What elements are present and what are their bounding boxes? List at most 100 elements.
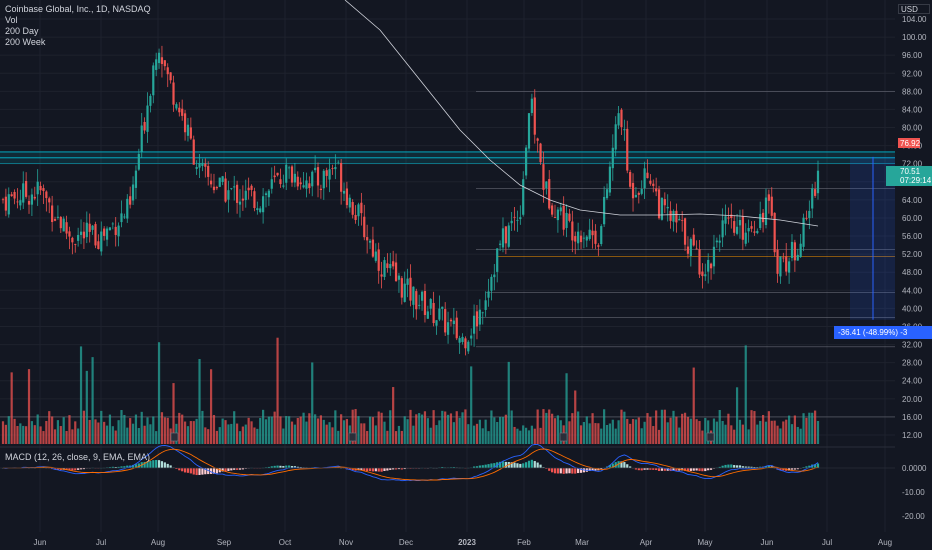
volume-bar	[377, 411, 380, 444]
candle-body	[582, 237, 586, 239]
macd-hist-bar	[733, 465, 736, 468]
volume-bar	[383, 421, 386, 444]
candle-body	[276, 172, 279, 176]
macd-hist-bar	[221, 468, 224, 472]
candle-body	[689, 238, 692, 256]
volume-bar	[189, 421, 192, 444]
volume-bar	[235, 423, 239, 444]
macd-hist-bar	[123, 466, 126, 468]
volume-bar	[270, 416, 273, 444]
candle-body	[221, 176, 224, 183]
macd-hist-bar	[224, 468, 227, 472]
macd-hist-bar	[718, 466, 721, 468]
volume-bar	[741, 424, 744, 444]
volume-bar	[131, 423, 135, 444]
macd-hist-bar	[117, 466, 120, 468]
price-tick-label: 40.00	[902, 304, 923, 313]
macd-hist-bar	[623, 462, 626, 468]
macd-hist-bar	[519, 463, 522, 468]
volume-bar	[409, 409, 412, 444]
candle-body	[25, 181, 28, 197]
macd-hist-bar	[175, 468, 178, 469]
volume-bar	[522, 425, 525, 444]
volume-bar	[660, 409, 664, 444]
legend-ma2[interactable]: 200 Week	[5, 37, 46, 47]
candle-body	[498, 243, 502, 245]
price-tick-label: 24.00	[902, 377, 923, 386]
candle-body	[79, 231, 83, 235]
macd-hist-bar	[686, 468, 690, 472]
macd-hist-bar	[652, 468, 655, 470]
candle-body	[816, 170, 820, 194]
candle-body	[551, 205, 554, 215]
candle-body	[103, 228, 106, 236]
volume-bar	[678, 427, 681, 444]
macd-hist-bar	[516, 463, 519, 468]
candle-body	[536, 138, 539, 141]
candle-body	[351, 202, 354, 215]
currency-label[interactable]: USD	[898, 4, 930, 14]
volume-bar	[224, 420, 227, 444]
candle-body	[600, 226, 603, 245]
candle-body	[805, 217, 808, 219]
macd-legend[interactable]: MACD (12, 26, close, 9, EMA, EMA)	[5, 452, 151, 462]
volume-bar	[692, 367, 695, 444]
volume-bar	[207, 429, 210, 444]
macd-hist-bar	[351, 468, 354, 471]
macd-hist-bar	[152, 460, 155, 468]
macd-histogram	[1, 459, 820, 476]
volume-bar	[59, 426, 62, 444]
legend-title[interactable]: Coinbase Global, Inc., 1D, NASDAQ	[5, 4, 151, 14]
candle-body	[380, 274, 383, 277]
candle-body	[614, 124, 617, 150]
candle-body	[591, 230, 594, 236]
macd-hist-bar	[490, 463, 493, 468]
time-tick-label: Jul	[96, 538, 106, 547]
macd-hist-bar	[556, 468, 559, 474]
macd-hist-bar	[498, 461, 502, 468]
candle-body	[259, 208, 262, 213]
macd-hist-bar	[134, 464, 138, 468]
candle-body	[793, 242, 796, 261]
volume-bar	[48, 411, 51, 444]
macd-hist-bar	[663, 468, 666, 471]
volume-bar	[747, 429, 750, 444]
volume-bar	[403, 416, 406, 444]
macd-hist-bar	[808, 465, 811, 468]
volume-bar	[215, 430, 218, 444]
volume-bar	[264, 419, 268, 444]
time-tick-label: Apr	[640, 538, 653, 547]
candle-body	[134, 170, 138, 188]
time-tick-label: 2023	[458, 538, 476, 547]
volume-bar	[516, 428, 519, 444]
time-axis[interactable]: Jun Jul Aug Sep Oct Nov Dec 2023 Feb Mar Apr May Jun…	[34, 538, 893, 547]
legend-ma1[interactable]: 200 Day	[5, 26, 39, 36]
macd-hist-bar	[805, 466, 808, 468]
volume-bar	[88, 419, 91, 444]
candle-body	[542, 164, 545, 190]
volume-bar	[669, 417, 672, 444]
volume-bar	[209, 369, 213, 444]
volume-bar	[282, 428, 285, 444]
macd-hist-bar	[568, 468, 571, 474]
price-tick-label: 12.00	[902, 431, 923, 440]
volume-bar	[490, 410, 493, 444]
candle-body	[669, 210, 672, 221]
volume-bar	[787, 415, 791, 444]
candle-body	[166, 67, 169, 75]
macd-hist-bar	[701, 468, 704, 472]
macd-tick-label: -20.00	[902, 512, 925, 521]
volume-bar	[568, 421, 571, 444]
candle-body	[19, 200, 22, 206]
macd-hist-bar	[501, 461, 505, 468]
candle-body	[354, 214, 357, 221]
macd-hist-bar	[600, 468, 603, 470]
legend-vol[interactable]: Vol	[5, 15, 18, 25]
macd-hist-bar	[299, 467, 302, 468]
volume-bar	[322, 419, 325, 444]
volume-bar	[65, 431, 68, 444]
candle-body	[397, 275, 401, 280]
macd-hist-bar	[649, 468, 652, 470]
candle-body	[7, 194, 10, 215]
